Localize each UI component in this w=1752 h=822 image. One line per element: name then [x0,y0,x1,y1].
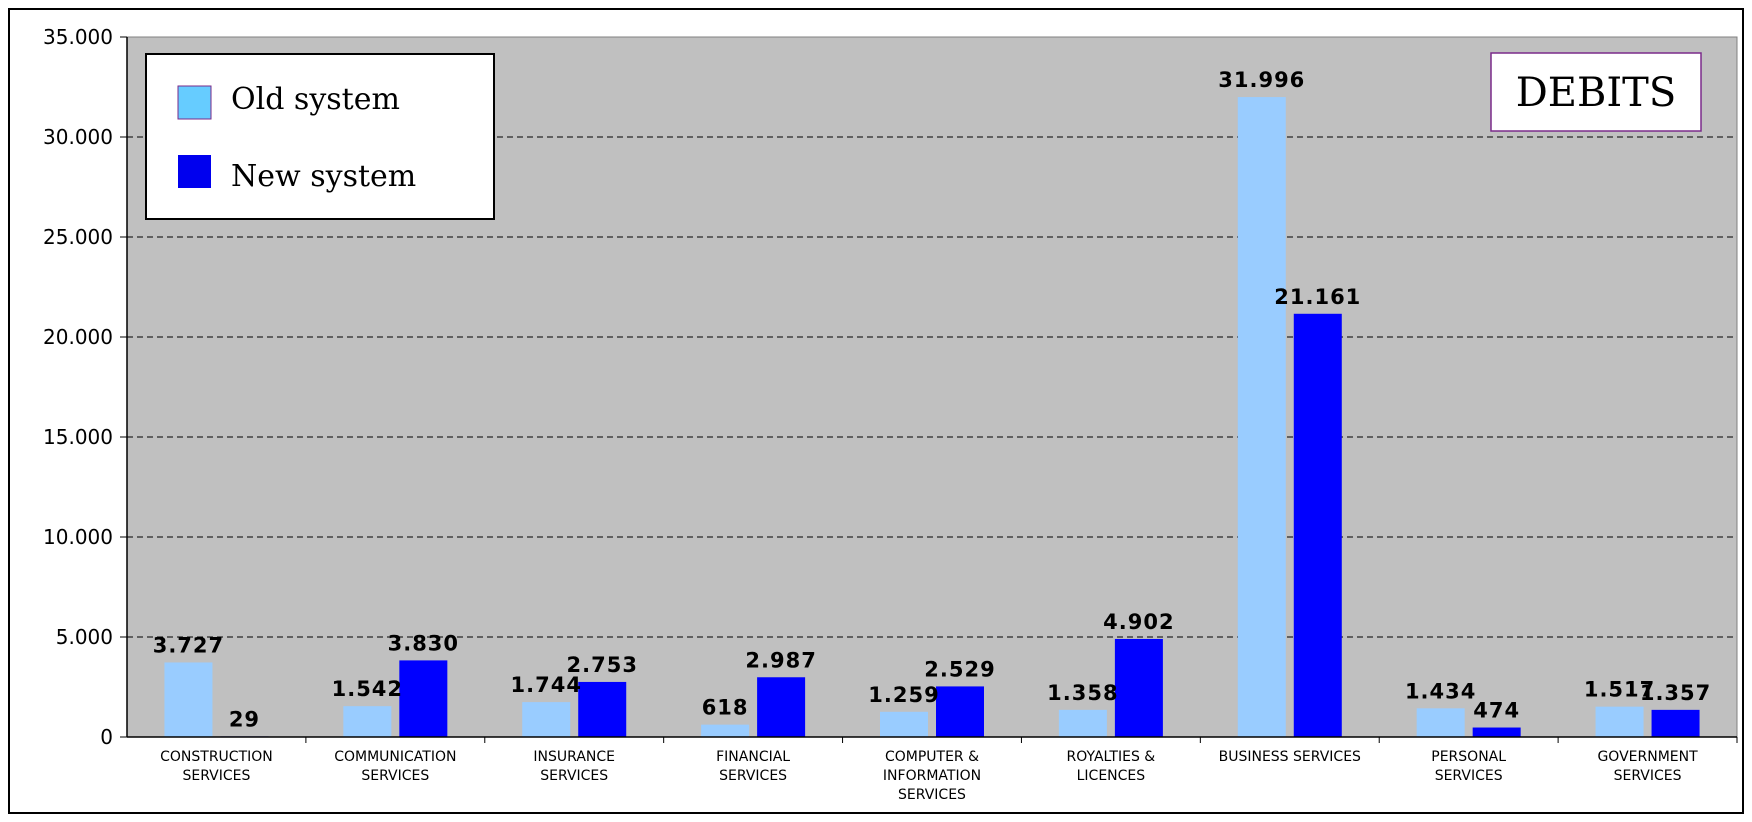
legend-box [145,53,495,220]
bar-old-system [1237,97,1286,737]
bar-new-system [936,686,984,737]
data-label-old-system: 31.996 [1218,68,1305,92]
x-category-label: COMPUTER & INFORMATION SERVICES [883,749,981,803]
bar-new-system [399,660,448,737]
bar-old-system [343,706,392,737]
data-label-old-system: 1.517 [1584,678,1655,702]
x-category-label: INSURANCE SERVICES [533,749,615,784]
data-label-old-system: 3.727 [153,633,224,657]
x-category-label: GOVERNMENT SERVICES [1597,749,1698,784]
data-label-new-system: 2.529 [924,657,995,681]
data-label-new-system: 4.902 [1103,610,1174,634]
bar-old-system [1595,706,1644,737]
x-category-label: ROYALTIES & LICENCES [1067,749,1156,784]
bar-new-system [1114,638,1163,737]
data-label-old-system: 618 [702,696,749,720]
x-category-label: CONSTRUCTION SERVICES [160,749,273,784]
bar-new-system [1651,709,1700,737]
data-label-old-system: 1.744 [511,673,582,697]
legend: Old system New system [145,53,495,220]
y-axis-ticks: 0 5.000 10.000 15.000 20.000 25.000 30.000 35.0… [43,25,127,749]
data-label-new-system: 2.753 [567,653,638,677]
x-axis-categories: CONSTRUCTION SERVICES COMMUNICATION SERVICE… [160,749,1698,803]
bars [164,97,1700,738]
data-label-new-system: 29 [229,707,260,731]
data-label-new-system: 21.161 [1274,285,1361,309]
x-category-label: PERSONAL SERVICES [1431,749,1506,784]
bar-old-system [880,711,928,737]
data-label-old-system: 1.542 [332,677,403,701]
data-label-new-system: 3.830 [388,631,459,655]
bar-new-system [757,677,806,737]
y-tick-label: 25.000 [43,225,113,249]
bar-old-system [1058,709,1107,737]
data-label-new-system: 2.987 [745,648,816,672]
bar-old-system [1416,708,1465,737]
y-tick-label: 20.000 [43,325,113,349]
y-tick-label: 35.000 [43,25,113,49]
legend-swatch-old-system [177,85,212,120]
bar-old-system [164,662,213,737]
y-tick-label: 10.000 [43,525,113,549]
bar-old-system [522,702,571,737]
y-tick-label: 0 [100,725,113,749]
data-label-old-system: 1.259 [868,683,939,707]
gridlines [127,136,1737,638]
y-tick-label: 30.000 [43,125,113,149]
data-label-new-system: 1.357 [1640,681,1711,705]
chart-title-box: DEBITS [1490,52,1702,132]
bar-new-system [1472,727,1521,737]
x-category-label: FINANCIAL SERVICES [716,749,790,784]
data-label-old-system: 1.434 [1405,679,1476,703]
x-category-label: BUSINESS SERVICES [1219,749,1361,765]
x-category-label: COMMUNICATION SERVICES [334,749,456,784]
title-box-border [1490,52,1702,132]
legend-swatch-new-system [178,155,211,188]
chart-title: DEBITS [1516,70,1677,116]
legend-label-new-system: New system [231,159,416,194]
legend-label-old-system: Old system [231,82,400,117]
axes [126,37,1738,743]
y-tick-label: 15.000 [43,425,113,449]
y-tick-label: 5.000 [56,625,113,649]
bar-new-system [1293,313,1342,737]
data-label-new-system: 474 [1473,699,1520,723]
bar-old-system [701,724,750,737]
data-label-old-system: 1.358 [1047,681,1118,705]
bar-new-system [578,681,627,737]
